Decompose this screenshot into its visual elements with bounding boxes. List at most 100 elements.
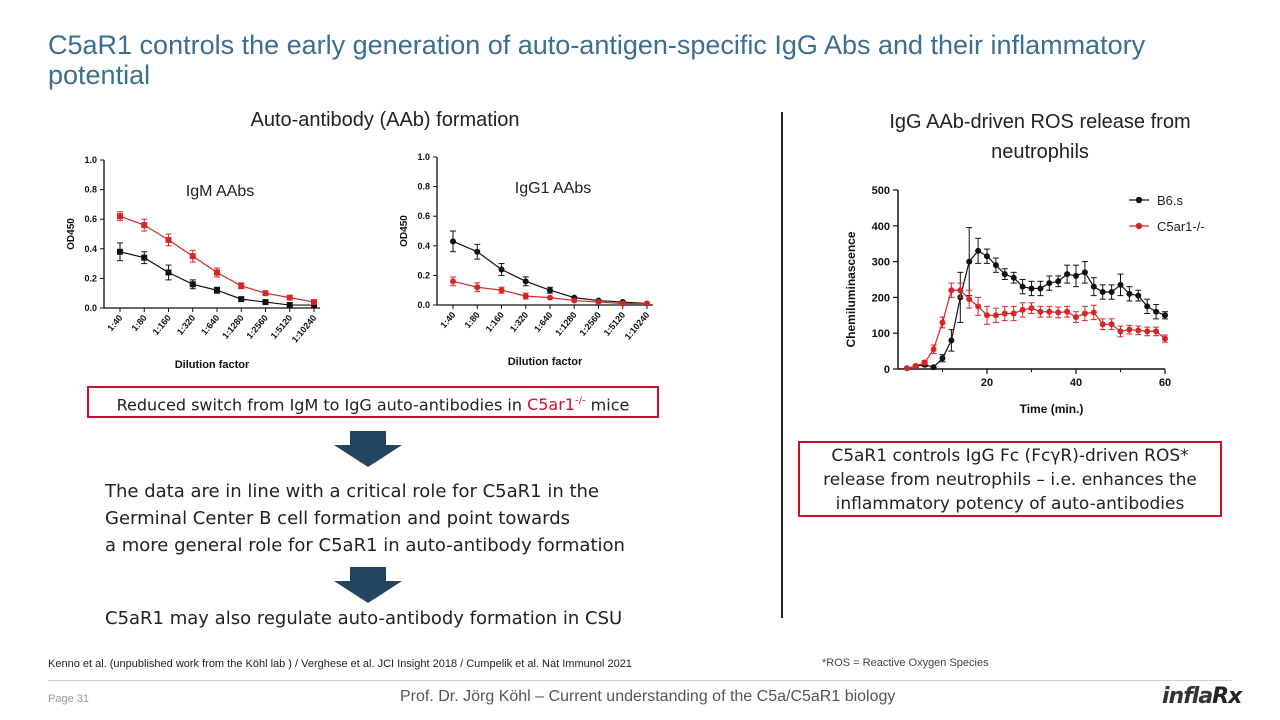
ros-data-point (1081, 269, 1088, 276)
ros-data-point (975, 303, 982, 310)
callout-text-after: mice (585, 395, 630, 415)
ros-data-point (930, 346, 937, 353)
igm-x-tick-label: 1:10240 (290, 313, 319, 345)
igm-data-point (214, 287, 220, 294)
right-section-heading: IgG AAb-driven ROS release from neutroph… (889, 111, 1191, 163)
igm-x-tick-label: 1:160 (151, 313, 173, 337)
igm-data-point (262, 290, 269, 297)
igm-data-point (189, 281, 196, 288)
ros-y-tick-label: 500 (872, 185, 890, 197)
igg1-y-tick-label: 0.2 (417, 270, 430, 280)
down-arrow-icon (334, 567, 402, 603)
igm-data-point (165, 236, 172, 243)
igm-x-tick-label: 1:2560 (244, 313, 270, 341)
ros-x-tick-label: 40 (1070, 377, 1082, 389)
igm-x-tick-label: 1:40 (105, 313, 124, 333)
ros-legend-marker (1135, 222, 1143, 230)
ros-data-point (1126, 326, 1133, 333)
conclusion-gc-b-cell: The data are in line with a critical rol… (105, 478, 745, 559)
igg1-data-point (474, 284, 481, 291)
ros-data-point (1162, 335, 1168, 342)
igm-x-tick-label: 1:80 (130, 313, 149, 333)
footer-presenter: Prof. Dr. Jörg Köhl – Current understand… (400, 688, 896, 705)
callout-line: release from neutrophils – i.e. enhances… (823, 470, 1197, 490)
logo-part-2: Rx (1212, 684, 1242, 709)
igg1-x-tick-label: 1:1280 (553, 310, 579, 338)
callout-text-before: Reduced switch from IgM to IgG auto-anti… (116, 395, 528, 415)
ros-data-point (1019, 283, 1026, 290)
ros-legend-label: C5ar1-/- (1157, 219, 1205, 234)
igg1-x-tick-label: 1:320 (508, 310, 530, 334)
ros-data-point (939, 355, 946, 362)
ros-data-point (1010, 310, 1017, 317)
ros-legend-label: B6.s (1157, 193, 1184, 208)
callout-gene: C5ar1 (527, 395, 575, 415)
igm-y-axis-label: OD450 (66, 218, 77, 250)
igg1-aab-chart: 0.0 0.2 0.4 0.6 0.8 1.0 1:40 1:80 1:160 1:320 1:64… (399, 152, 653, 368)
ros-data-point (1055, 309, 1062, 316)
igm-data-point (117, 248, 123, 255)
igm-panel-label: IgM AAbs (186, 183, 254, 200)
ros-data-point (1010, 274, 1017, 281)
ros-data-point (1028, 285, 1035, 292)
callout-gene-sup: -/- (574, 396, 586, 407)
igm-data-point (141, 254, 148, 261)
igg1-data-point (619, 300, 626, 307)
igm-data-point (311, 299, 317, 306)
igg1-data-point (522, 278, 529, 285)
igg1-y-tick-label: 0.4 (417, 241, 430, 251)
igg1-data-point (522, 293, 529, 300)
igg1-data-point (498, 266, 505, 273)
igg1-data-point (547, 294, 553, 301)
ros-data-point (1055, 278, 1062, 285)
ros-data-point (1135, 327, 1142, 334)
ros-data-point (984, 253, 990, 260)
conclusion-csu: C5aR1 may also regulate auto-antibody fo… (105, 608, 623, 629)
igm-data-point (117, 213, 123, 220)
ros-data-point (966, 296, 973, 303)
igm-aab-chart: 0.0 0.2 0.4 0.6 0.8 1.0 1:40 1:80 1:160 1:320 1:64… (66, 155, 320, 371)
ros-data-point (957, 287, 964, 294)
callout-line: inflammatory potency of auto-antibodies (835, 494, 1185, 514)
igg1-y-axis-label: OD450 (399, 215, 410, 247)
ros-data-point (1073, 272, 1079, 279)
igm-x-axis-label: Dilution factor (175, 359, 250, 371)
ros-data-point (1019, 306, 1026, 313)
ros-data-point (1126, 290, 1133, 297)
ros-data-point (1037, 308, 1044, 315)
igm-y-tick-label: 0.6 (84, 214, 97, 224)
igm-data-point (238, 296, 245, 303)
ros-data-point (1046, 280, 1053, 287)
ros-data-point (1037, 285, 1044, 292)
footer-divider (48, 680, 1232, 681)
ros-data-point (921, 359, 928, 366)
igm-data-point (286, 302, 293, 309)
ros-data-point (966, 258, 973, 265)
ros-legend-marker (1135, 196, 1143, 204)
ros-y-tick-label: 100 (872, 328, 890, 340)
ros-data-point (975, 247, 982, 254)
ros-data-point (984, 312, 990, 319)
igm-x-tick-label: 1:640 (199, 313, 221, 337)
logo-part-1: infla (1162, 684, 1213, 709)
ros-data-point (1090, 309, 1097, 316)
callout-line: C5aR1 controls IgG Fc (FcγR)-driven ROS* (831, 446, 1189, 466)
igg1-y-tick-label: 0.6 (417, 211, 430, 221)
page-number: Page 31 (48, 693, 89, 705)
ros-data-point (1001, 310, 1008, 317)
ros-y-tick-label: 0 (884, 364, 890, 376)
ros-y-tick-label: 400 (872, 221, 890, 233)
left-section-heading: Auto-antibody (AAb) formation (250, 109, 520, 131)
down-arrow-icon (334, 431, 402, 467)
ros-data-point (1135, 292, 1142, 299)
ros-x-tick-label: 60 (1159, 377, 1171, 389)
ros-x-tick-label: 20 (981, 377, 993, 389)
slide-title: C5aR1 controls the early generation of a… (48, 30, 1146, 90)
ros-y-tick-label: 200 (872, 292, 890, 304)
igm-y-tick-label: 0.4 (84, 244, 97, 254)
igg1-data-point (474, 248, 481, 255)
ros-data-point (1108, 289, 1115, 296)
igg1-data-point (595, 299, 602, 306)
ros-data-point (930, 364, 937, 371)
igg1-data-point (644, 300, 650, 307)
